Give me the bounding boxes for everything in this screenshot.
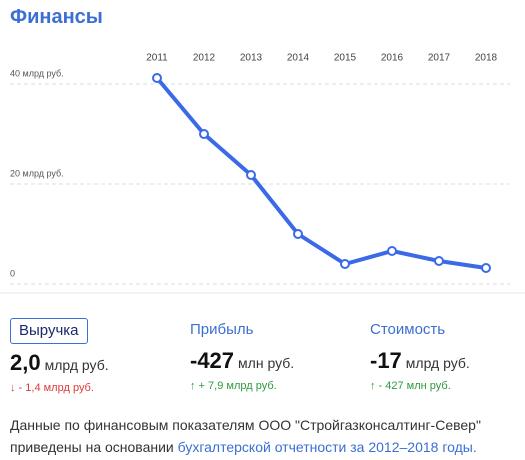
stat-label[interactable]: Выручка bbox=[10, 318, 88, 344]
point bbox=[434, 256, 444, 266]
stat-label[interactable]: Прибыль bbox=[190, 321, 254, 338]
value: 2,0 bbox=[10, 350, 41, 375]
point bbox=[293, 229, 303, 239]
line bbox=[155, 76, 487, 270]
point bbox=[199, 129, 209, 139]
title: Финансы bbox=[10, 6, 103, 28]
stat: Выручка 2,0 млрд руб. ↓ - 1,4 млрд руб. bbox=[10, 318, 180, 394]
x-tick-label: 2013 bbox=[240, 53, 263, 64]
x-tick-label: 2017 bbox=[428, 53, 451, 64]
chart: 0 20 млрд руб. 40 млрд руб. 2011 2012 2013 201… bbox=[0, 53, 525, 294]
footer-link[interactable]: бухгалтерской отчетности за 2012–2018 го… bbox=[177, 439, 477, 455]
x-tick-label: 2015 bbox=[334, 53, 357, 64]
unit: млрд руб. bbox=[405, 355, 470, 371]
point bbox=[340, 259, 350, 269]
stat-label[interactable]: Стоимость bbox=[370, 321, 446, 338]
stat-value: -17 млрд руб. bbox=[370, 348, 525, 374]
footer: Данные по финансовым показателям ООО "Ст… bbox=[10, 414, 515, 458]
footer-text: Данные по финансовым показателям ООО "Ст… bbox=[10, 417, 481, 455]
stat-value: -427 млн руб. bbox=[190, 348, 360, 374]
point bbox=[387, 246, 397, 256]
point bbox=[246, 170, 256, 180]
x-tick-label: 2011 bbox=[146, 53, 168, 64]
stat-change: ↑ + 7,9 млрд руб. bbox=[190, 380, 277, 392]
stat-value: 2,0 млрд руб. bbox=[10, 350, 180, 376]
stat-change: ↑ - 427 млн руб. bbox=[370, 380, 451, 392]
y-tick-label: 40 млрд руб. bbox=[10, 68, 64, 78]
y-tick-label: 20 млрд руб. bbox=[10, 168, 64, 178]
value: -427 bbox=[190, 348, 235, 373]
point bbox=[481, 263, 491, 273]
stat: Стоимость -17 млрд руб. ↑ - 427 млн руб. bbox=[370, 318, 525, 392]
unit: млрд руб. bbox=[44, 357, 109, 373]
x-tick-label: 2012 bbox=[193, 53, 216, 64]
point bbox=[152, 73, 162, 83]
unit: млн руб. bbox=[238, 355, 295, 371]
x-tick-label: 2018 bbox=[475, 53, 498, 64]
value: -17 bbox=[370, 348, 402, 373]
stat: Прибыль -427 млн руб. ↑ + 7,9 млрд руб. bbox=[190, 318, 360, 392]
x-tick-label: 2016 bbox=[381, 53, 404, 64]
y-tick-label: 0 bbox=[10, 268, 15, 278]
stat-change: ↓ - 1,4 млрд руб. bbox=[10, 382, 94, 394]
x-tick-label: 2014 bbox=[287, 53, 310, 64]
